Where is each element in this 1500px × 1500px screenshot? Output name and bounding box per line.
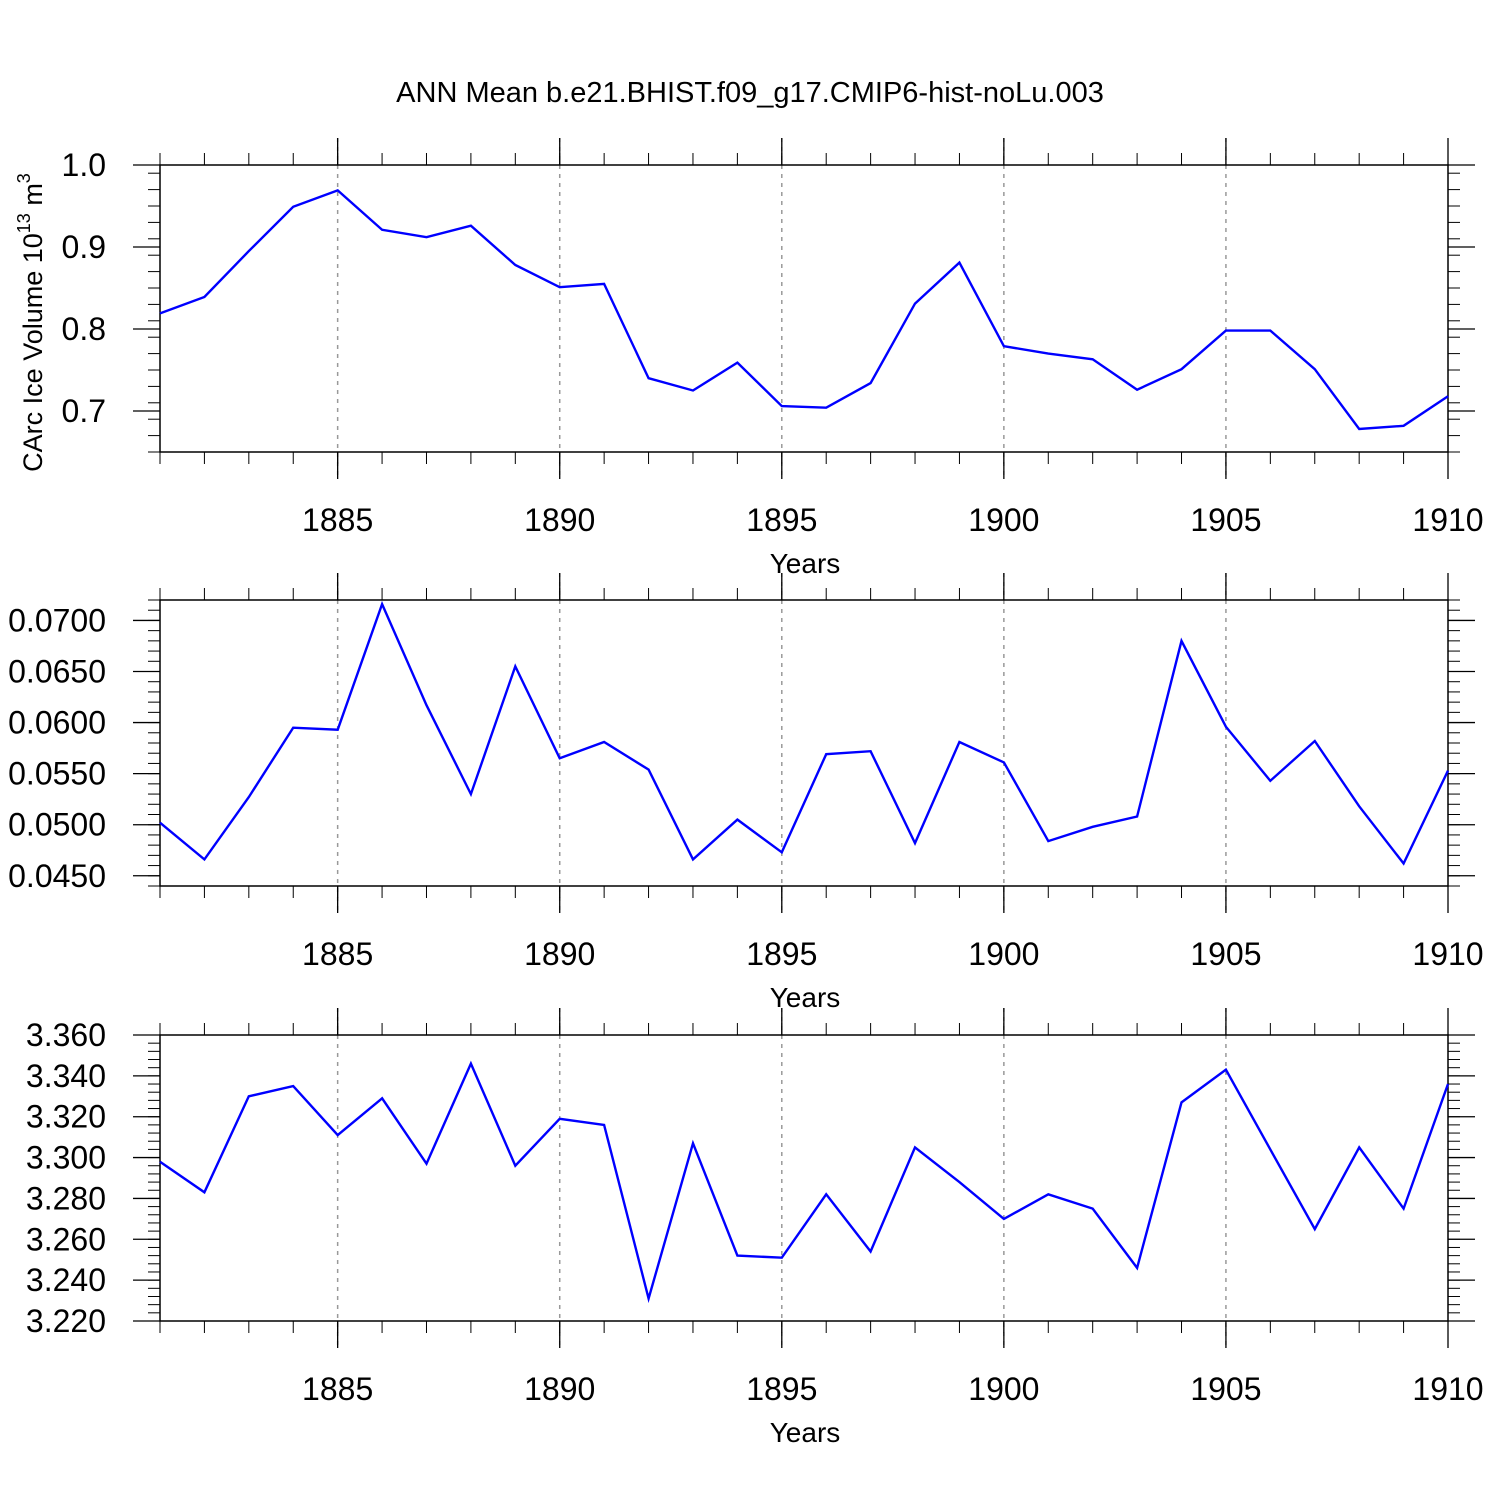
- x-tick-label: 1900: [968, 1371, 1039, 1407]
- y-tick-label: 0.9: [62, 229, 106, 265]
- y-axis-label-superscript: 13: [14, 213, 34, 233]
- x-tick-label: 1905: [1190, 936, 1261, 972]
- x-tick-label: 1910: [1412, 502, 1483, 538]
- x-tick-label: 1890: [524, 936, 595, 972]
- y-tick-label: 3.300: [26, 1140, 106, 1176]
- plot-frame: [159, 599, 1449, 887]
- x-tick-label: 1890: [524, 1371, 595, 1407]
- y-tick-label: 3.240: [26, 1262, 106, 1298]
- x-tick-label: 1895: [746, 1371, 817, 1407]
- y-tick-label: 0.0450: [8, 858, 106, 894]
- y-axis-label: CArc Ice Volume 1013 m3: [14, 173, 48, 472]
- y-axis-label-superscript: 3: [14, 173, 34, 183]
- x-axis-label: Years: [770, 1417, 841, 1448]
- y-tick-label: 3.280: [26, 1180, 106, 1216]
- chart-panel-3: 1885 1890 1895 1900 1905 1910 3.220 3.240 3.260 3…: [26, 1008, 1484, 1448]
- y-tick-label: 0.8: [62, 311, 106, 347]
- x-tick-label: 1900: [968, 502, 1039, 538]
- y-tick-label: 0.0500: [8, 807, 106, 843]
- y-axis-label-text: m: [18, 183, 48, 213]
- y-tick-label: 0.0600: [8, 705, 106, 741]
- y-tick-label: 3.260: [26, 1221, 106, 1257]
- x-tick-label: 1905: [1190, 1371, 1261, 1407]
- x-tick-label: 1910: [1412, 1371, 1483, 1407]
- series-line: [159, 189, 1449, 431]
- y-tick-label: 3.220: [26, 1303, 106, 1339]
- x-tick-label: 1895: [746, 936, 817, 972]
- y-tick-label: 0.0650: [8, 654, 106, 690]
- y-tick-label: 0.0550: [8, 756, 106, 792]
- y-tick-label: 0.0700: [8, 602, 106, 638]
- x-axis-label: Years: [770, 548, 841, 579]
- panels: 1885 1890 1895 1900 1905 1910 0.7 0.8 0.9 1.0 Year…: [8, 138, 1484, 1448]
- y-tick-label: 1.0: [62, 147, 106, 183]
- x-tick-label: 1885: [302, 502, 373, 538]
- chart-panel-2: 1885 1890 1895 1900 1905 1910 0.0450 0.0500 0.05…: [8, 573, 1484, 1013]
- y-tick-label: 3.320: [26, 1099, 106, 1135]
- series-line: [159, 600, 1450, 866]
- plot-frame: [159, 1034, 1449, 1322]
- chart-panel-1: 1885 1890 1895 1900 1905 1910 0.7 0.8 0.9 1.0 Year…: [14, 138, 1484, 579]
- y-axis-label-text: CArc Ice Volume 10: [18, 233, 48, 472]
- x-tick-label: 1885: [302, 936, 373, 972]
- x-tick-label: 1895: [746, 502, 817, 538]
- y-tick-label: 3.340: [26, 1058, 106, 1094]
- y-tick-label: 0.7: [62, 393, 106, 429]
- figure-title: ANN Mean b.e21.BHIST.f09_g17.CMIP6-hist-…: [396, 77, 1104, 109]
- x-tick-label: 1910: [1412, 936, 1483, 972]
- x-tick-label: 1905: [1190, 502, 1261, 538]
- series-line: [159, 1060, 1450, 1304]
- x-tick-label: 1885: [302, 1371, 373, 1407]
- y-tick-label: 3.360: [26, 1017, 106, 1053]
- plot-frame: [159, 164, 1449, 453]
- x-tick-label: 1890: [524, 502, 595, 538]
- x-tick-label: 1900: [968, 936, 1039, 972]
- x-axis-label: Years: [770, 982, 841, 1013]
